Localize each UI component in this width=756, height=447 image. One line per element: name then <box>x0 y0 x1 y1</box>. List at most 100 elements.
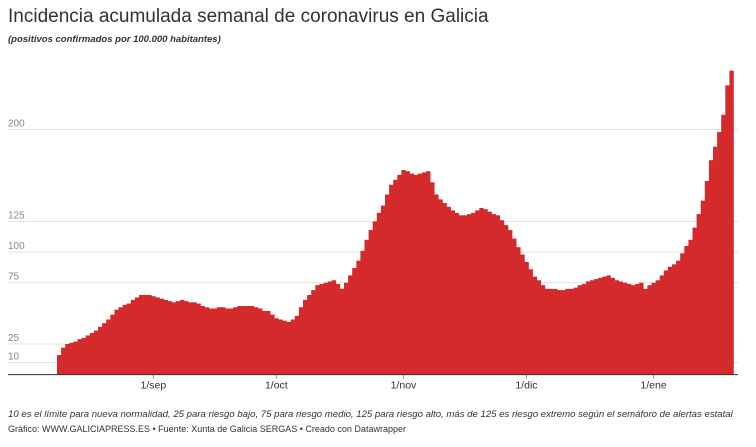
bar <box>208 308 214 375</box>
bar <box>233 307 238 375</box>
bar <box>471 212 476 375</box>
bar <box>409 173 414 375</box>
bar <box>118 307 123 375</box>
y-tick-label: 125 <box>8 210 25 221</box>
bar <box>262 310 267 375</box>
bar <box>93 330 99 375</box>
chart-source: Gráfico: WWW.GALICIAPRESS.ES • Fuente: X… <box>8 424 406 434</box>
bar <box>245 306 250 375</box>
bar <box>216 307 222 375</box>
bar <box>647 285 652 375</box>
bar <box>401 169 406 375</box>
bar <box>663 270 669 375</box>
y-tick-label: 100 <box>8 241 25 252</box>
bar <box>512 238 517 375</box>
bar <box>57 355 62 375</box>
bar <box>622 282 628 375</box>
bar <box>159 298 164 375</box>
bar <box>450 210 455 375</box>
bar <box>307 294 312 375</box>
bar <box>725 85 730 375</box>
bar <box>549 288 554 375</box>
bar <box>528 269 533 375</box>
x-tick-label: 1/dic <box>515 380 537 392</box>
bar <box>475 210 480 375</box>
bar <box>532 276 537 375</box>
bar <box>520 254 525 375</box>
bar <box>69 342 74 375</box>
bar <box>114 309 119 375</box>
bar <box>721 114 726 375</box>
x-tick-label: 1/oct <box>265 380 288 392</box>
chart-title: Incidencia acumulada semanal de coronavi… <box>8 6 489 27</box>
bar <box>585 281 591 375</box>
bar <box>581 283 587 375</box>
bar <box>61 347 66 375</box>
bar <box>241 306 246 375</box>
bar <box>434 194 439 375</box>
bar <box>167 301 173 375</box>
bar <box>516 247 521 375</box>
bar <box>565 288 570 375</box>
bar <box>278 319 283 375</box>
bar <box>643 288 648 375</box>
bar <box>430 182 435 375</box>
bar <box>544 288 550 375</box>
bar <box>491 214 496 375</box>
bar <box>380 205 386 375</box>
bar <box>503 225 509 375</box>
bar <box>704 181 710 375</box>
x-tick-label: 1/nov <box>391 380 417 392</box>
bar <box>618 281 624 375</box>
bar <box>610 277 615 375</box>
bar <box>274 318 279 375</box>
bar <box>175 301 181 375</box>
bar <box>655 280 660 375</box>
bar <box>729 70 734 375</box>
bar <box>319 283 324 375</box>
bar <box>282 320 287 375</box>
bar <box>130 299 136 375</box>
bar <box>557 290 562 375</box>
bar <box>483 209 488 375</box>
bar <box>397 174 402 375</box>
bar <box>339 288 345 375</box>
bar <box>438 199 443 375</box>
bar <box>180 299 185 375</box>
bar <box>389 184 394 375</box>
bar <box>426 171 431 375</box>
bar <box>184 301 189 375</box>
bar <box>298 307 304 375</box>
bar <box>253 307 259 375</box>
bar <box>134 297 140 375</box>
bar <box>323 282 328 375</box>
bar <box>717 131 722 375</box>
bar <box>151 296 156 375</box>
bar <box>303 299 308 375</box>
chart-subtitle: (positivos confirmados por 100.000 habit… <box>8 34 221 45</box>
bar <box>413 174 419 375</box>
bar <box>89 332 95 375</box>
bar <box>421 172 427 375</box>
bar <box>651 282 656 375</box>
bar <box>348 275 353 375</box>
bar <box>98 326 103 375</box>
bar <box>143 294 148 375</box>
bar <box>667 266 673 375</box>
y-tick-label: 75 <box>8 272 20 283</box>
bar <box>327 281 332 375</box>
bar <box>393 179 398 375</box>
bar <box>635 283 640 375</box>
bar <box>212 308 218 375</box>
bar <box>708 160 714 375</box>
bar <box>221 307 226 375</box>
bar <box>499 220 505 375</box>
bar <box>696 214 701 375</box>
bar <box>454 212 460 375</box>
bar <box>372 221 378 375</box>
chart-note: 10 es el límite para nueva normalidad, 2… <box>8 409 734 420</box>
bar <box>577 285 583 375</box>
bar <box>286 321 291 375</box>
bar <box>364 239 369 375</box>
